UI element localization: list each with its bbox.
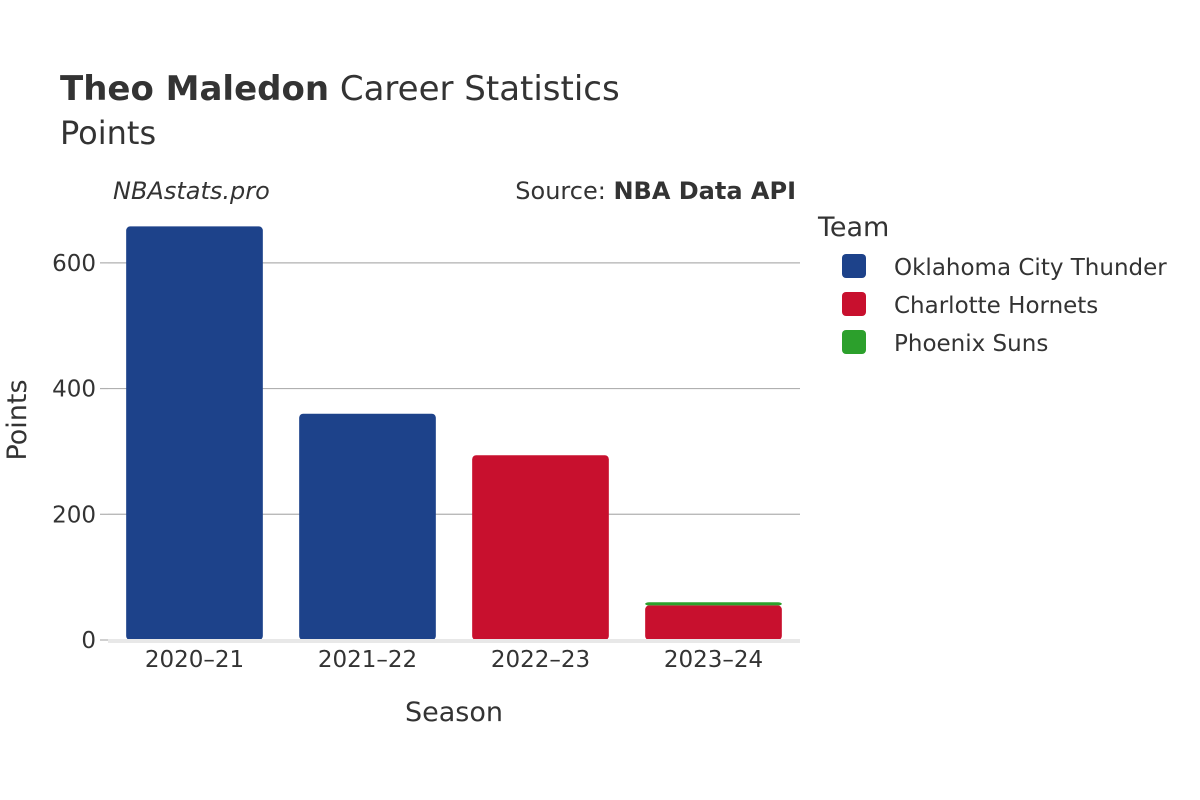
axes: 0 200 400 600 2020–21 2021–22 2022–23 2023–24 <box>52 251 800 673</box>
y-axis-title: Points <box>2 379 33 460</box>
source-credit: Source: NBA Data API <box>515 177 796 205</box>
legend-swatch <box>842 330 866 354</box>
chart-title-suffix: Career Statistics <box>329 69 620 109</box>
y-tick-label: 0 <box>81 628 96 654</box>
y-tick-label: 600 <box>52 251 96 277</box>
legend-title: Team <box>817 212 889 243</box>
y-tick-label: 200 <box>52 502 96 528</box>
watermark: NBAstats.pro <box>113 177 270 205</box>
x-tick-label: 2022–23 <box>491 647 590 673</box>
x-tick-label: 2023–24 <box>664 647 763 673</box>
bar <box>472 455 609 640</box>
legend-label: Phoenix Suns <box>894 331 1048 357</box>
x-tick-label: 2021–22 <box>318 647 417 673</box>
x-axis-title: Season <box>405 697 503 728</box>
x-tick-label: 2020–21 <box>145 647 244 673</box>
bars <box>126 226 782 640</box>
legend-swatch <box>842 292 866 316</box>
bar <box>645 605 782 640</box>
chart-subtitle: Points <box>60 114 156 152</box>
source-value: NBA Data API <box>613 177 796 205</box>
bar <box>645 602 782 606</box>
bar <box>299 413 436 640</box>
chart-title-player: Theo Maledon <box>60 69 329 109</box>
legend-swatch <box>842 254 866 278</box>
legend-label: Charlotte Hornets <box>894 293 1098 319</box>
chart-title: Theo Maledon Career Statistics <box>60 69 620 109</box>
legend: Oklahoma City Thunder Charlotte Hornets Ph… <box>842 254 1167 357</box>
source-label: Source: <box>515 177 613 205</box>
legend-label: Oklahoma City Thunder <box>894 255 1167 281</box>
y-tick-label: 400 <box>52 377 96 403</box>
bar <box>126 226 263 640</box>
